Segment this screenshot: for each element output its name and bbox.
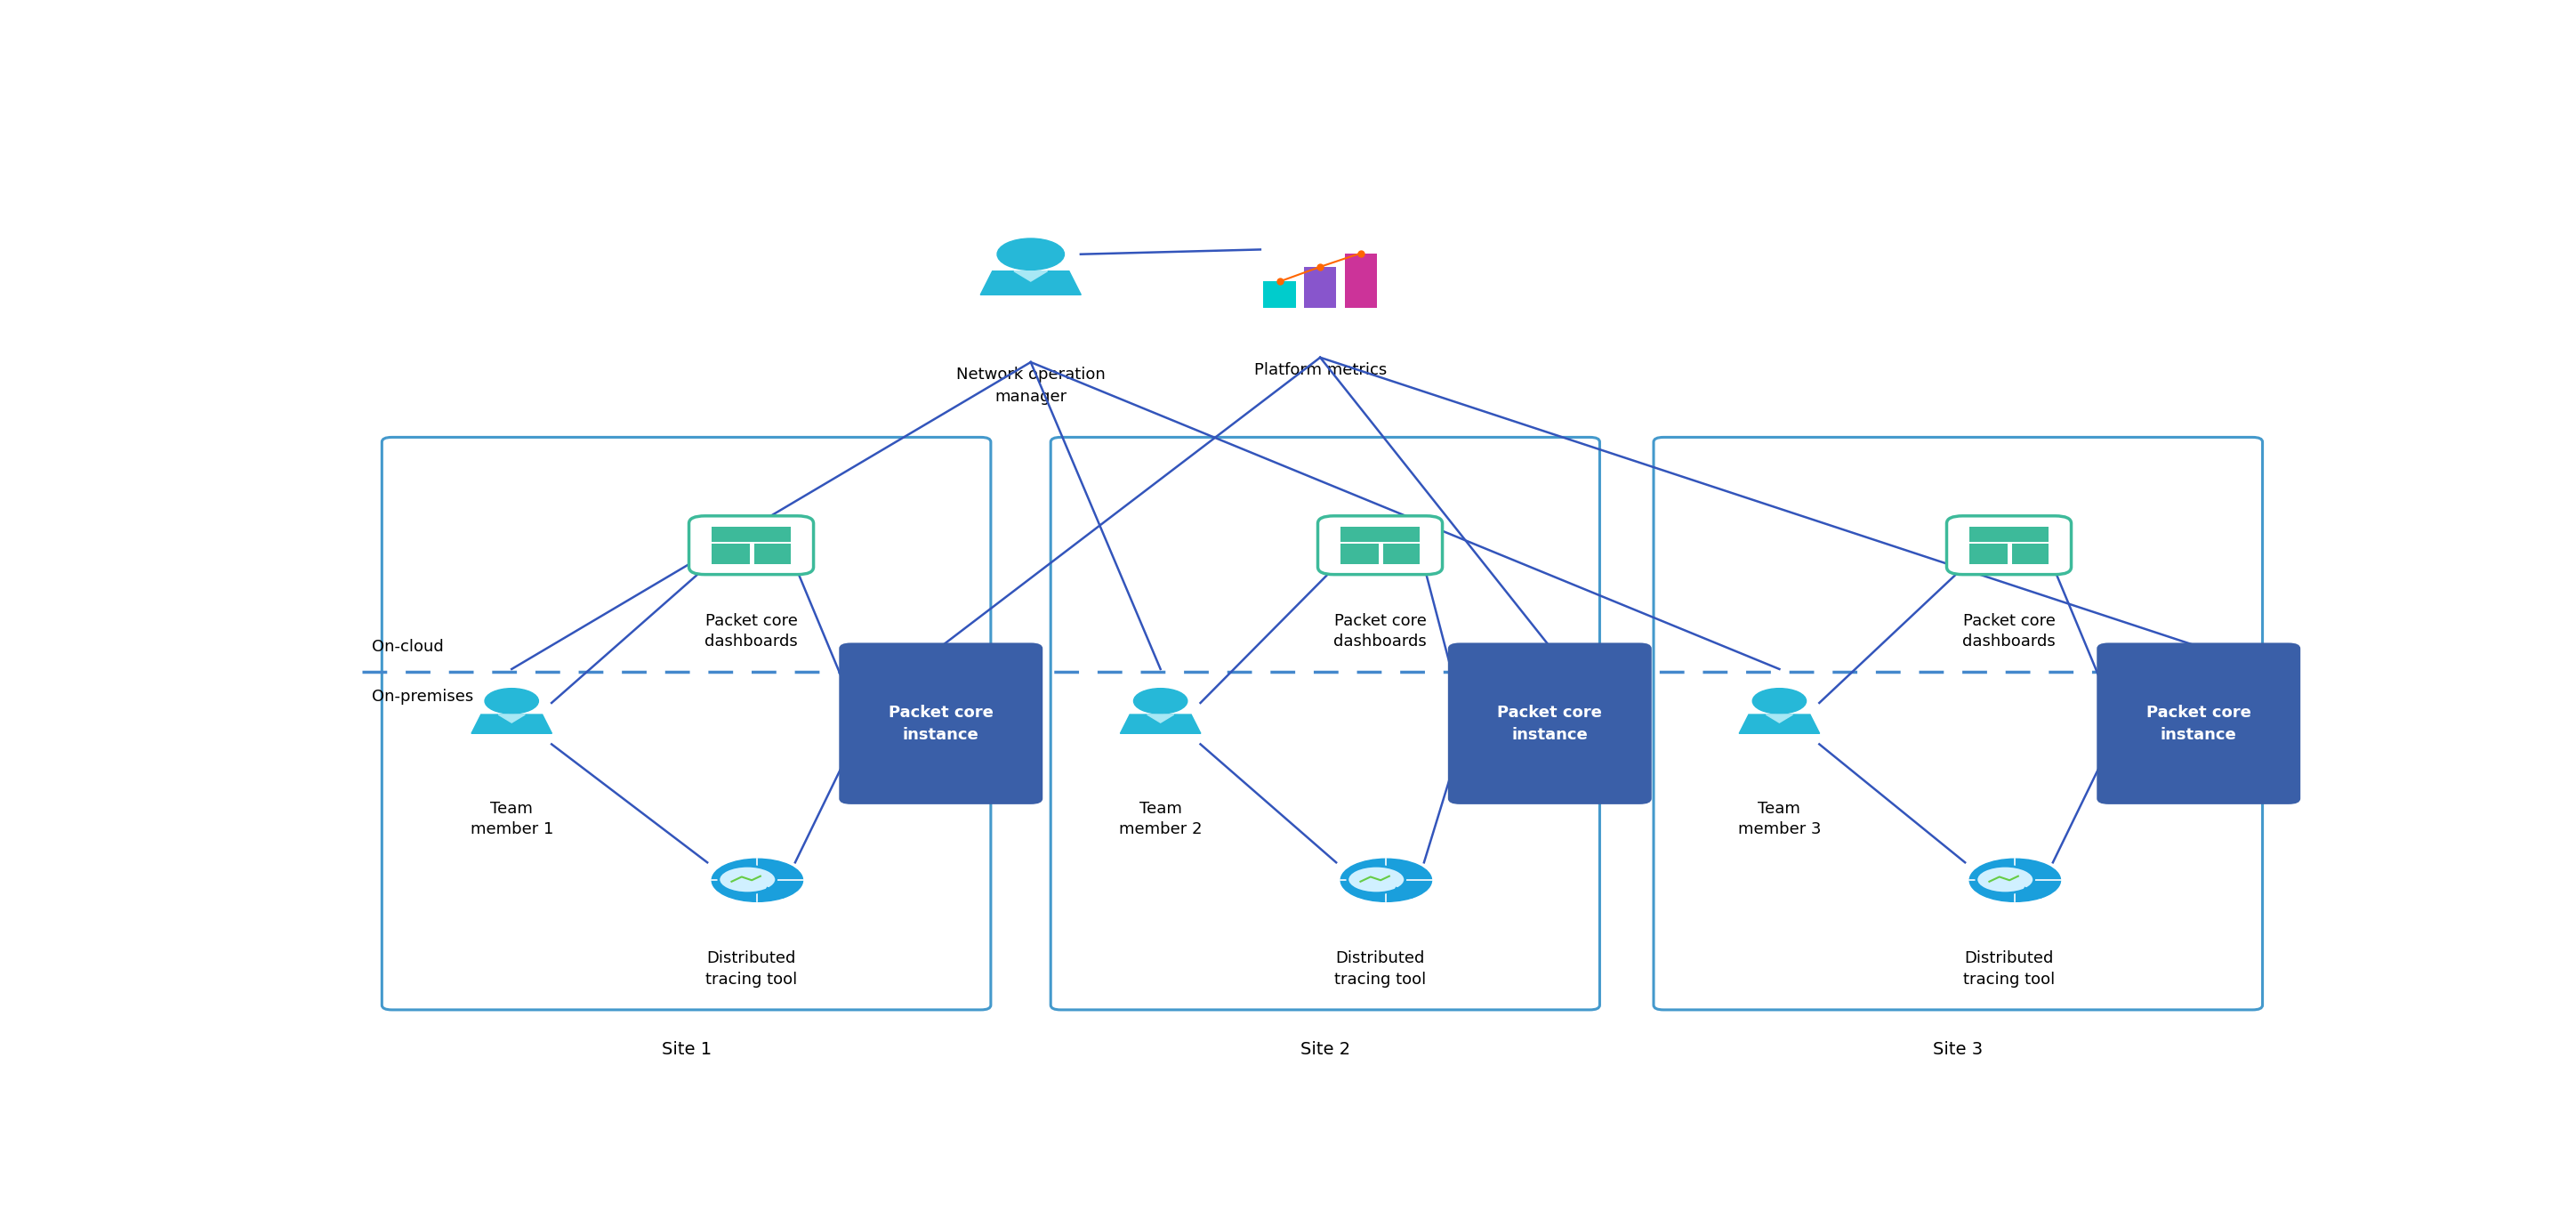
Text: Site 1: Site 1 bbox=[662, 1041, 711, 1058]
FancyBboxPatch shape bbox=[1345, 254, 1378, 307]
Circle shape bbox=[1976, 865, 2035, 894]
Text: Network operation
manager: Network operation manager bbox=[956, 367, 1105, 405]
Circle shape bbox=[711, 859, 804, 902]
FancyBboxPatch shape bbox=[1448, 642, 1651, 805]
Polygon shape bbox=[1015, 271, 1048, 282]
FancyBboxPatch shape bbox=[2012, 544, 2048, 564]
FancyBboxPatch shape bbox=[1303, 267, 1337, 307]
Text: Team
member 2: Team member 2 bbox=[1118, 801, 1203, 837]
Text: Site 3: Site 3 bbox=[1932, 1041, 1984, 1058]
Text: On-premises: On-premises bbox=[371, 689, 474, 705]
FancyBboxPatch shape bbox=[1947, 516, 2071, 574]
Text: Packet core
dashboards: Packet core dashboards bbox=[1963, 613, 2056, 650]
Circle shape bbox=[1340, 859, 1432, 902]
Polygon shape bbox=[1767, 714, 1793, 723]
Text: Packet core
instance: Packet core instance bbox=[889, 705, 994, 742]
FancyBboxPatch shape bbox=[1262, 282, 1296, 307]
Circle shape bbox=[1133, 689, 1188, 713]
Circle shape bbox=[484, 689, 538, 713]
Polygon shape bbox=[1146, 714, 1175, 723]
FancyBboxPatch shape bbox=[1968, 544, 2007, 564]
FancyBboxPatch shape bbox=[1319, 516, 1443, 574]
FancyBboxPatch shape bbox=[1340, 544, 1378, 564]
Text: Platform metrics: Platform metrics bbox=[1255, 362, 1386, 378]
Polygon shape bbox=[1739, 714, 1819, 734]
Circle shape bbox=[997, 239, 1064, 269]
Polygon shape bbox=[471, 714, 551, 734]
FancyBboxPatch shape bbox=[688, 516, 814, 574]
FancyBboxPatch shape bbox=[755, 544, 791, 564]
Text: Distributed
tracing tool: Distributed tracing tool bbox=[1963, 951, 2056, 987]
FancyBboxPatch shape bbox=[1383, 544, 1419, 564]
Circle shape bbox=[719, 865, 775, 894]
Text: Packet core
dashboards: Packet core dashboards bbox=[1334, 613, 1427, 650]
Text: Team
member 1: Team member 1 bbox=[471, 801, 554, 837]
FancyBboxPatch shape bbox=[1340, 527, 1419, 541]
Text: Packet core
instance: Packet core instance bbox=[2146, 705, 2251, 742]
Polygon shape bbox=[497, 714, 526, 723]
FancyBboxPatch shape bbox=[711, 544, 750, 564]
Text: Team
member 3: Team member 3 bbox=[1739, 801, 1821, 837]
Circle shape bbox=[1752, 689, 1806, 713]
FancyBboxPatch shape bbox=[840, 642, 1043, 805]
FancyBboxPatch shape bbox=[2097, 642, 2300, 805]
Circle shape bbox=[1971, 859, 2061, 902]
Text: Packet core
dashboards: Packet core dashboards bbox=[706, 613, 799, 650]
FancyBboxPatch shape bbox=[1968, 527, 2048, 541]
Text: Packet core
instance: Packet core instance bbox=[1497, 705, 1602, 742]
Polygon shape bbox=[981, 271, 1082, 295]
Polygon shape bbox=[1121, 714, 1200, 734]
Text: On-cloud: On-cloud bbox=[371, 639, 443, 655]
Text: Site 2: Site 2 bbox=[1301, 1041, 1350, 1058]
FancyBboxPatch shape bbox=[711, 527, 791, 541]
Circle shape bbox=[1347, 865, 1404, 894]
Text: Distributed
tracing tool: Distributed tracing tool bbox=[1334, 951, 1427, 987]
Text: Distributed
tracing tool: Distributed tracing tool bbox=[706, 951, 796, 987]
